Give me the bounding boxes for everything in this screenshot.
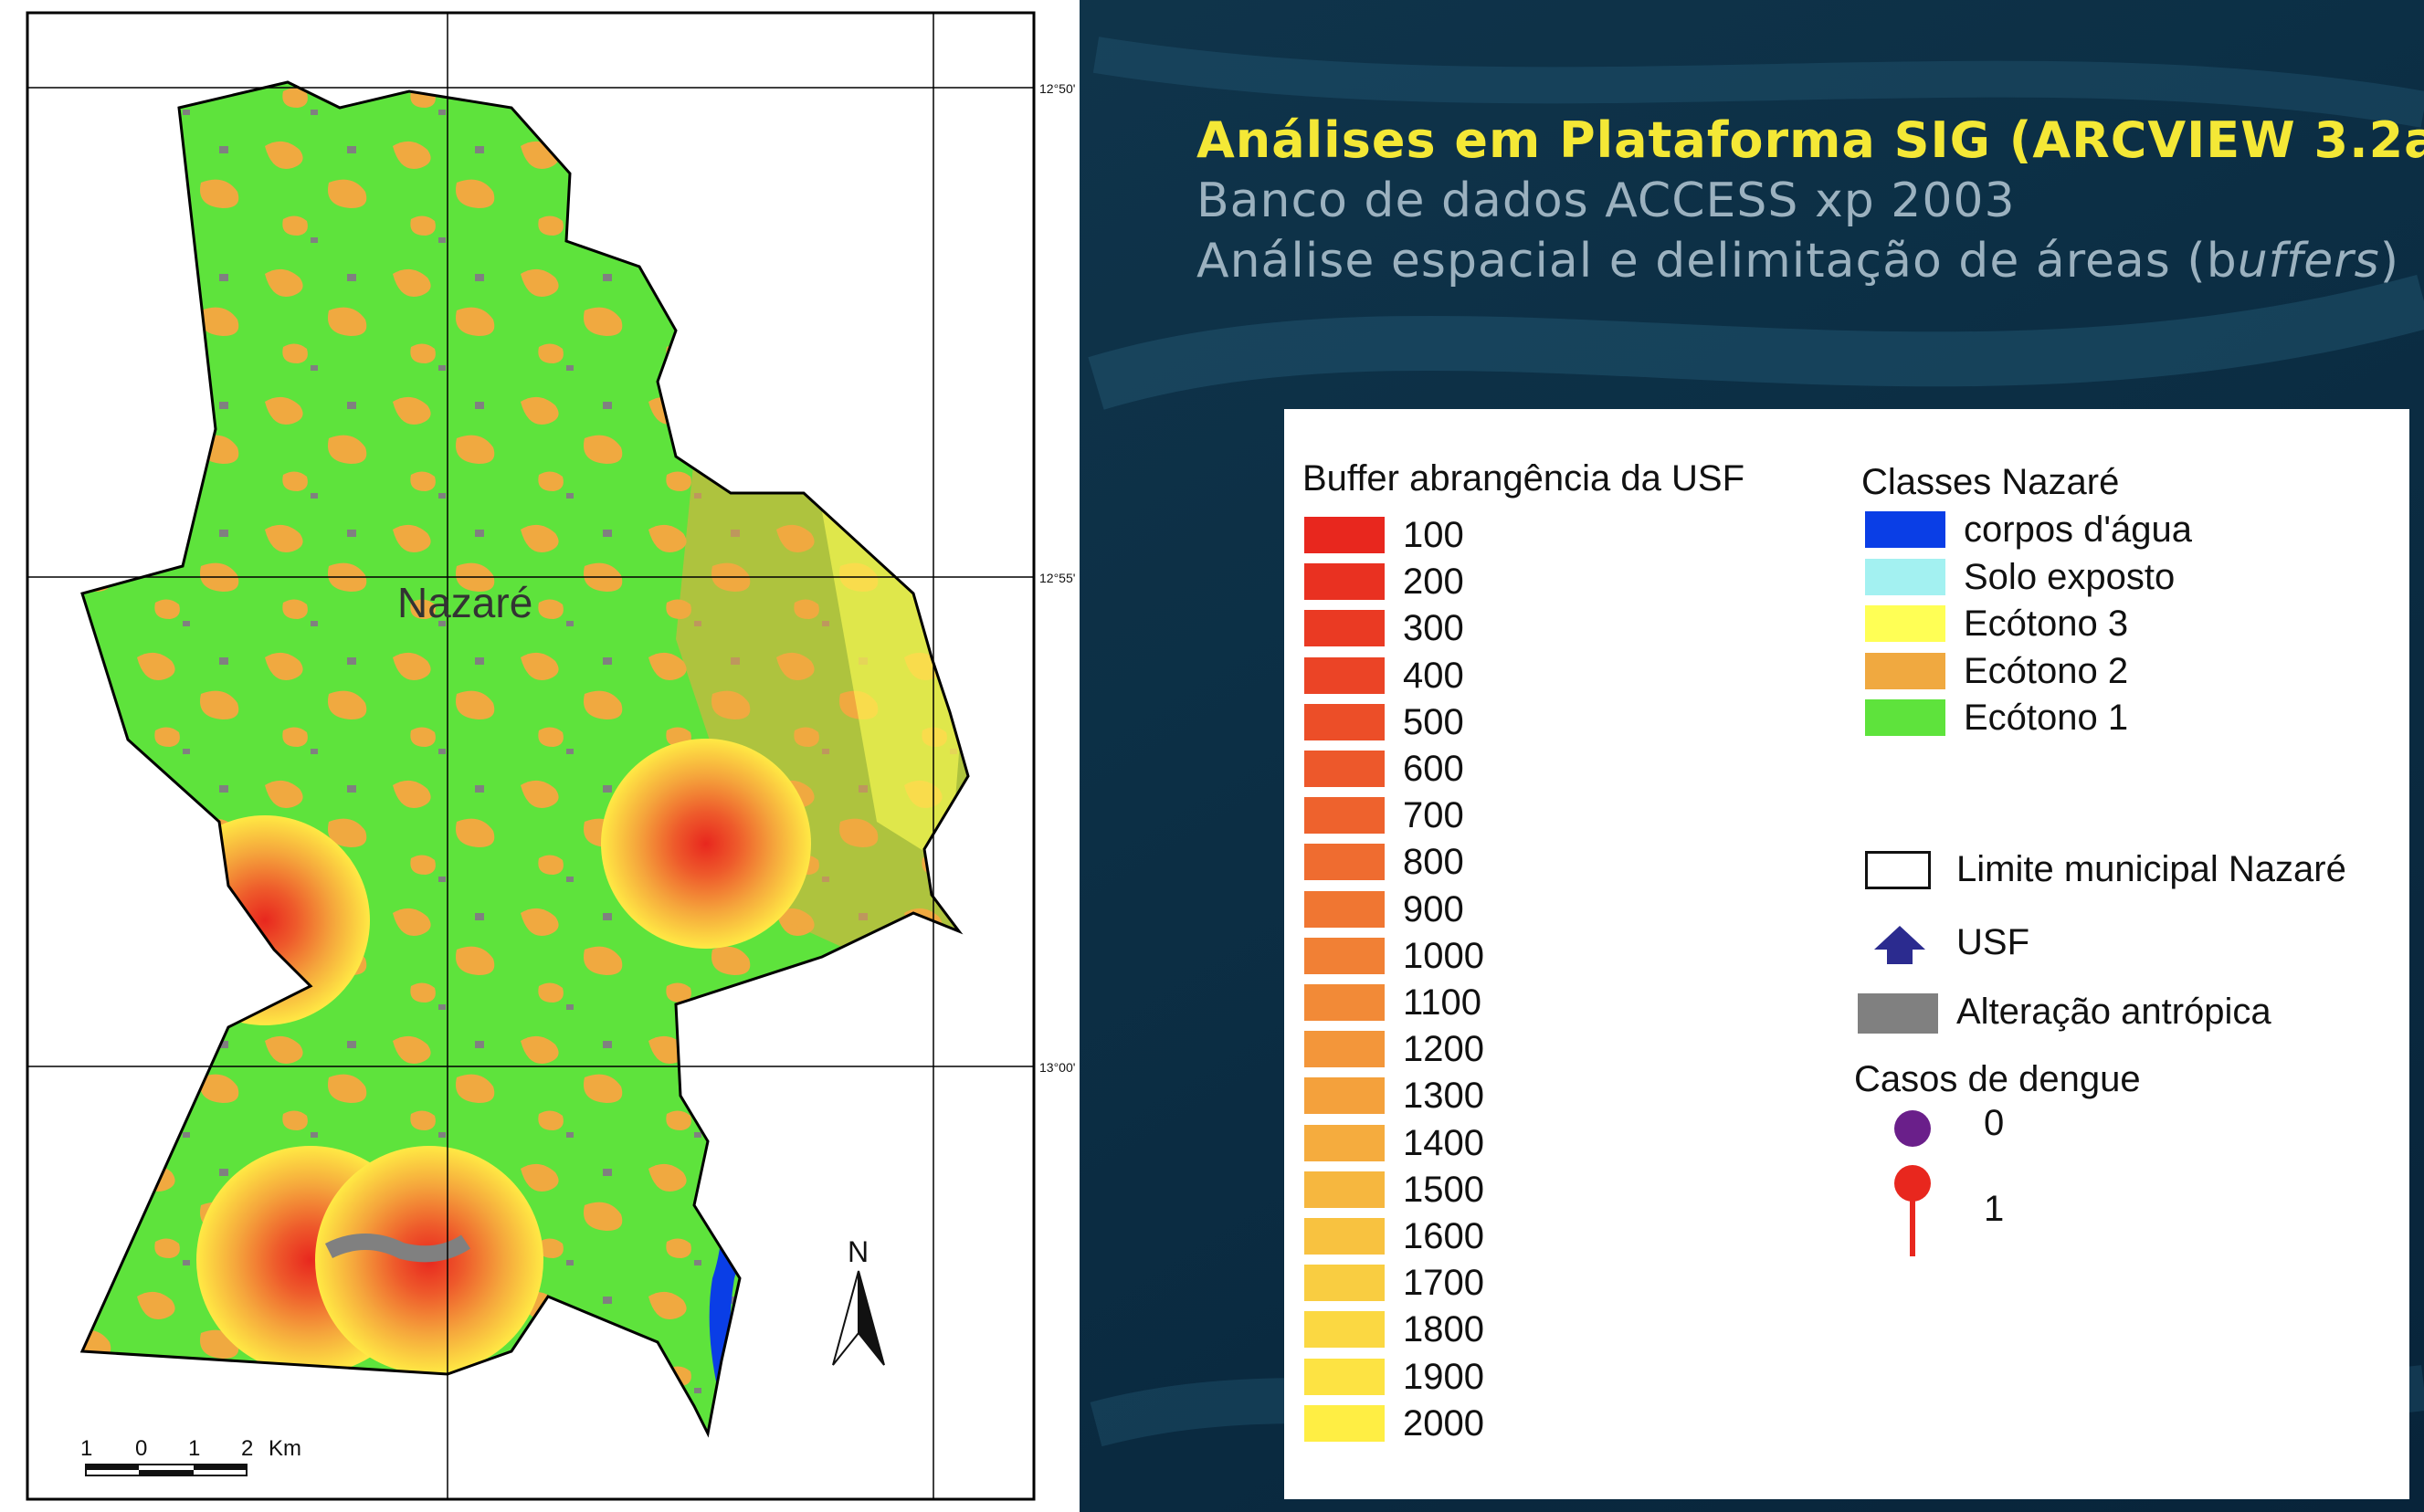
class-label: Ecótono 3	[1964, 604, 2129, 644]
grid-label-middle-right: 12°55'	[1039, 571, 1075, 585]
buffer-label: 1700	[1403, 1263, 1484, 1304]
buffer-label: 1800	[1403, 1309, 1484, 1350]
buffer-label: 1200	[1403, 1029, 1484, 1070]
grid-label-top-right: 12°50'	[1039, 81, 1075, 96]
scale-unit: Km	[269, 1436, 301, 1461]
buffer-label: 1300	[1403, 1076, 1484, 1117]
class-swatch	[1865, 699, 1945, 736]
classes-legend-title: Classes Nazaré	[1861, 462, 2120, 502]
buffer-swatch	[1304, 751, 1385, 787]
buffer-swatch	[1304, 1311, 1385, 1349]
limite-municipal-swatch	[1865, 851, 1931, 889]
buffer-swatch	[1304, 517, 1385, 553]
subtitle-italic: uffers	[2237, 234, 2380, 289]
dengue-1-label: 1	[1984, 1189, 2005, 1229]
buffer-label: 1000	[1403, 935, 1484, 976]
grid-label-bottom-right: 13°00'	[1039, 1060, 1075, 1075]
buffer-swatch	[1304, 1031, 1385, 1068]
map-canvas: 12°50' 12°55' 13°00' Nazaré N 1 0 1 2 Km	[26, 11, 1075, 1501]
buffer-swatch	[1304, 1171, 1385, 1208]
buffer-swatch	[1304, 1404, 1385, 1442]
dengue-legend-title: Casos de dengue	[1854, 1059, 2141, 1099]
buffer-swatch	[1304, 844, 1385, 881]
buffer-label: 1400	[1403, 1122, 1484, 1163]
usf-label: USF	[1956, 922, 2029, 962]
buffer-label: 600	[1403, 749, 1464, 789]
buffer-swatch	[1304, 1265, 1385, 1302]
buffer-swatch	[1304, 656, 1385, 694]
class-label: Ecótono 1	[1964, 698, 2129, 738]
subtitle-prefix: Análise espacial e delimitação de áreas …	[1196, 234, 2238, 289]
scale-label-1: 1	[80, 1436, 92, 1461]
buffer-swatch	[1304, 1077, 1385, 1115]
slide-title: Análises em Plataforma SIG (ARCVIEW 3.2a…	[1196, 111, 2424, 169]
north-arrow-icon: N	[832, 1235, 885, 1366]
buffer-label: 2000	[1403, 1402, 1484, 1444]
class-swatch	[1865, 652, 1945, 689]
scale-label-2: 2	[241, 1436, 253, 1461]
alteracao-antropica-label: Alteração antrópica	[1956, 992, 2271, 1032]
buffer-swatch	[1304, 563, 1385, 601]
buffer-legend-title: Buffer abrangência da USF	[1302, 458, 1745, 499]
buffer-label: 200	[1403, 562, 1464, 603]
buffer-label: 100	[1403, 515, 1464, 555]
buffer-label: 800	[1403, 842, 1464, 883]
class-label: Solo exposto	[1964, 556, 2176, 597]
buffer-label: 1100	[1403, 982, 1482, 1023]
class-label: Ecótono 2	[1964, 650, 2129, 691]
class-label: corpos d'água	[1964, 509, 2193, 550]
slide-subtitle-analysis: Análise espacial e delimitação de áreas …	[1196, 234, 2399, 289]
class-swatch	[1865, 605, 1945, 642]
grid-labels: 12°50' 12°55' 13°00'	[1039, 81, 1075, 1075]
buffer-swatch	[1304, 937, 1385, 974]
buffer-label: 1600	[1403, 1216, 1484, 1256]
map-panel: 12°50' 12°55' 13°00' Nazaré N 1 0 1 2 Km	[0, 0, 1080, 1512]
buffer-label: 1500	[1403, 1169, 1484, 1210]
map-legend: Buffer abrangência da USF 100 200 300 400 50…	[1284, 409, 2409, 1499]
scale-bar: 1 0 1 2 Km	[80, 1436, 301, 1476]
scale-label-0: 0	[135, 1436, 147, 1461]
buffer-swatch	[1304, 984, 1385, 1021]
buffer-swatch	[1304, 703, 1385, 740]
usf-arrow-icon	[1874, 926, 1925, 964]
buffer-label: 400	[1403, 655, 1464, 696]
dengue-1-pin-icon	[1894, 1165, 1931, 1256]
scale-label-1b: 1	[188, 1436, 200, 1461]
buffer-swatch	[1304, 890, 1385, 928]
class-swatch	[1865, 511, 1945, 548]
buffer-swatch	[1304, 1218, 1385, 1255]
dengue-0-label: 0	[1984, 1103, 2005, 1143]
buffer-swatch	[1304, 1124, 1385, 1161]
buffer-label: 1900	[1403, 1356, 1484, 1397]
buffer-label: 500	[1403, 701, 1464, 742]
slide-subtitle-database: Banco de dados ACCESS xp 2003	[1196, 173, 2016, 228]
buffer-swatch	[1304, 610, 1385, 647]
class-swatch	[1865, 558, 1945, 595]
limite-municipal-label: Limite municipal Nazaré	[1956, 849, 2346, 889]
north-label: N	[848, 1235, 869, 1268]
subtitle-suffix: )	[2379, 234, 2400, 289]
buffer-swatch	[1304, 1358, 1385, 1395]
alteracao-antropica-swatch	[1858, 993, 1938, 1034]
buffer-label: 300	[1403, 608, 1464, 649]
buffer-swatch	[1304, 797, 1385, 835]
dengue-0-dot-icon	[1894, 1110, 1931, 1147]
place-label: Nazaré	[397, 579, 532, 626]
buffer-label: 700	[1403, 795, 1464, 836]
buffer-label: 900	[1403, 888, 1464, 929]
